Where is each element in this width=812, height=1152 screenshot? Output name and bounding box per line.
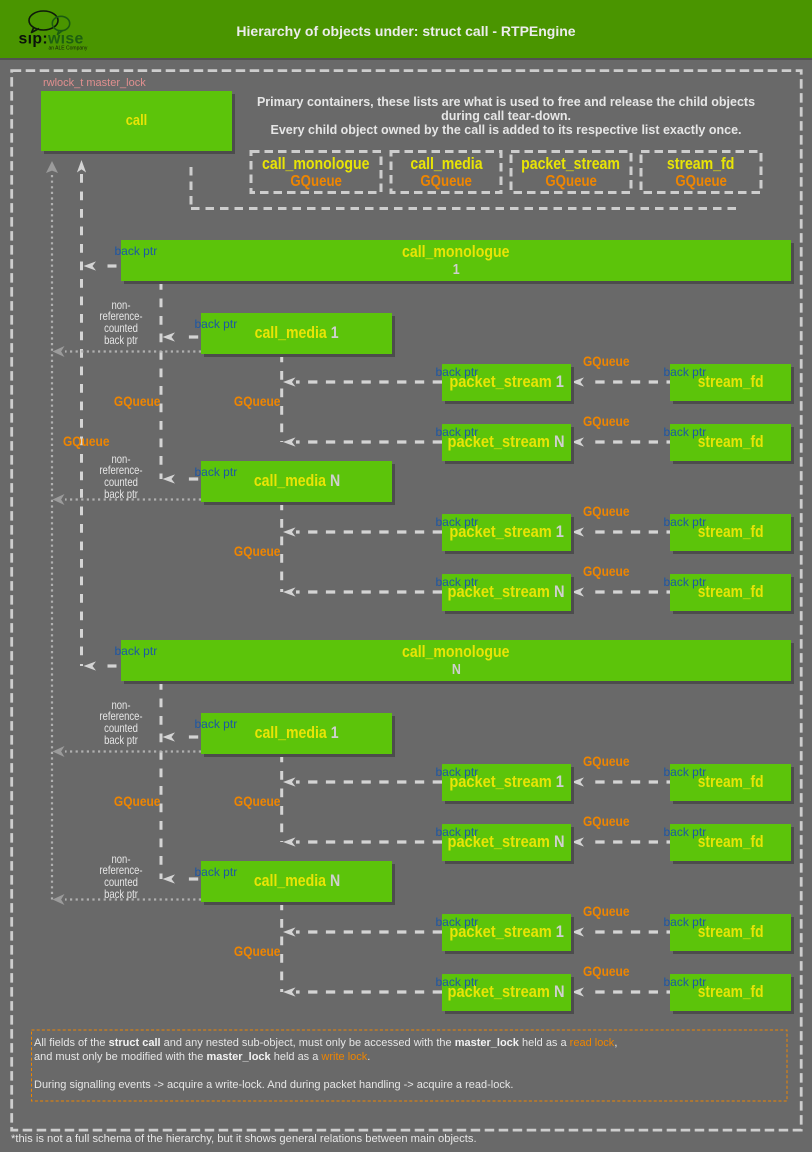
svg-text:sıp:wıse: sıp:wıse [19, 31, 84, 48]
svg-text:an ALE Company: an ALE Company [49, 46, 88, 52]
